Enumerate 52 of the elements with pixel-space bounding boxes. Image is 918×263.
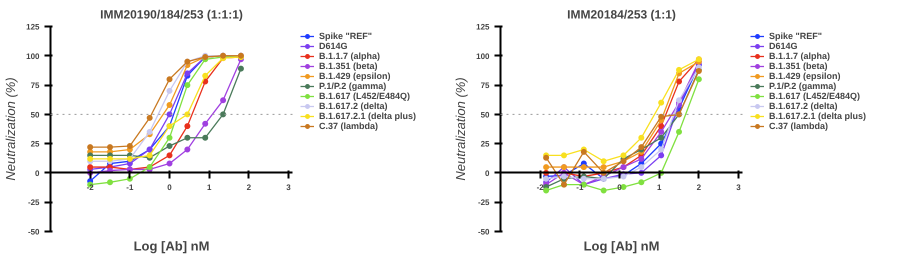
x-tick-label: 1 xyxy=(206,182,212,192)
chart-title: IMM20190/184/253 (1:1:1) xyxy=(100,8,243,22)
legend-label: B.1.617.2 (delta) xyxy=(769,101,838,111)
y-tick-label: 100 xyxy=(476,52,490,61)
legend-label: C.37 (lambda) xyxy=(769,121,828,131)
y-axis-title: Neutralization (%) xyxy=(453,77,468,181)
legend-label: Spike "REF" xyxy=(319,31,372,41)
y-tick-label: 25 xyxy=(480,140,490,149)
legend-label: B.1.617.2 (delta) xyxy=(319,101,388,111)
x-tick-label: -2 xyxy=(536,182,544,192)
x-tick-label: 2 xyxy=(246,182,252,192)
legend-label: Spike "REF" xyxy=(769,31,822,41)
legend-label: B.1.617 (L452/E484Q) xyxy=(769,91,860,101)
legend-label: D614G xyxy=(769,41,798,51)
legend-label: B.1.351 (beta) xyxy=(319,61,378,71)
y-tick-label: -25 xyxy=(478,198,490,208)
y-tick-label: -50 xyxy=(28,228,40,236)
legend-label: D614G xyxy=(319,41,348,51)
y-tick-label: 0 xyxy=(35,168,40,178)
y-tick-label: 125 xyxy=(476,22,490,32)
legend-label: C.37 (lambda) xyxy=(319,121,378,131)
legend-label: B.1.429 (epsilon) xyxy=(319,71,391,81)
y-tick-label: 50 xyxy=(480,110,490,120)
y-tick-label: 0 xyxy=(485,168,490,178)
x-tick-label: 3 xyxy=(736,182,742,192)
legend-label: B.1.617.2.1 (delta plus) xyxy=(769,111,866,121)
y-tick-label: 25 xyxy=(30,140,40,149)
legend-label: B.1.1.7 (alpha) xyxy=(769,51,830,61)
legend-label: B.1.429 (epsilon) xyxy=(769,71,841,81)
legend-label: B.1.617 (L452/E484Q) xyxy=(319,91,410,101)
legend-label: B.1.351 (beta) xyxy=(769,61,828,71)
x-tick-label: -1 xyxy=(576,182,584,192)
x-tick-label: -1 xyxy=(126,182,134,192)
x-tick-label: 0 xyxy=(167,182,172,192)
legend-label: P.1/P.2 (gamma) xyxy=(319,81,386,91)
x-tick-label: 1 xyxy=(656,182,662,192)
x-axis-title: Log [Ab] nM xyxy=(584,238,660,254)
legend-label: B.1.617.2.1 (delta plus) xyxy=(319,111,416,121)
y-tick-label: 75 xyxy=(30,81,40,90)
legend-label: B.1.1.7 (alpha) xyxy=(319,51,380,61)
x-tick-label: 3 xyxy=(286,182,292,192)
legend-label: P.1/P.2 (gamma) xyxy=(769,81,836,91)
y-tick-label: 125 xyxy=(26,22,40,32)
x-axis-title: Log [Ab] nM xyxy=(134,238,210,254)
chart-title: IMM20184/253 (1:1) xyxy=(567,8,676,22)
x-tick-label: 2 xyxy=(696,182,702,192)
y-axis-title: Neutralization (%) xyxy=(3,77,18,181)
y-tick-label: 100 xyxy=(26,52,40,61)
y-tick-label: -25 xyxy=(28,198,40,208)
y-tick-label: 50 xyxy=(30,110,40,120)
y-tick-label: 75 xyxy=(480,81,490,90)
y-tick-label: -50 xyxy=(478,228,490,236)
